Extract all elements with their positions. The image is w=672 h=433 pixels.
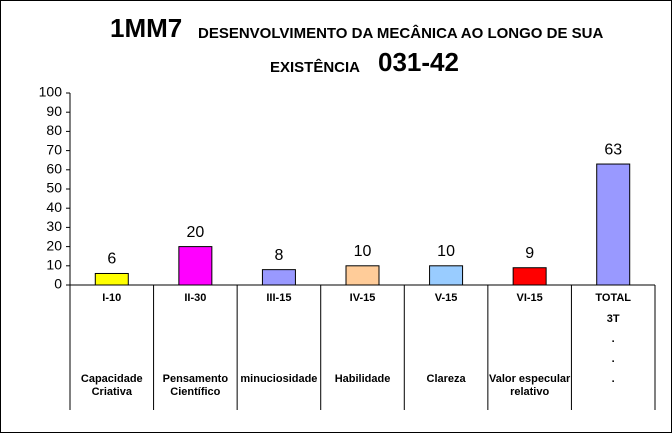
x-tick-label: TOTAL [595, 292, 631, 304]
x-tick-label: VI-15 [516, 292, 542, 304]
value-label: 6 [107, 251, 116, 268]
y-tick-label: 20 [46, 237, 62, 253]
chart-title: DESENVOLVIMENTO DA MECÂNICA AO LONGO DE … [198, 24, 603, 42]
chart-title: EXISTÊNCIA [270, 58, 360, 76]
category-description: . [612, 353, 615, 365]
x-tick-label: V-15 [435, 292, 458, 304]
category-description: Clareza [427, 373, 467, 385]
y-tick-label: 60 [46, 161, 62, 177]
y-tick-label: 90 [46, 103, 62, 119]
category-description: 3T [607, 313, 620, 325]
category-description: . [612, 373, 615, 385]
x-tick-label: I-10 [102, 292, 121, 304]
y-tick-label: 70 [46, 141, 62, 157]
y-tick-label: 0 [54, 276, 62, 292]
category-description: minuciosidade [240, 373, 317, 385]
bar [596, 163, 631, 286]
category-description: Valor especular [489, 373, 571, 385]
y-tick-label: 80 [46, 122, 62, 138]
chart-title: 1MM7 [110, 13, 182, 43]
value-label: 8 [274, 247, 283, 264]
category-description: relativo [510, 386, 549, 398]
value-label: 63 [604, 141, 622, 158]
category-description: Habilidade [335, 373, 391, 385]
x-tick-label: III-15 [266, 292, 291, 304]
value-label: 20 [186, 224, 204, 241]
bar [345, 265, 380, 286]
value-label: 9 [525, 245, 534, 262]
y-tick-label: 50 [46, 180, 62, 196]
category-description: Capacidade [81, 373, 143, 385]
chart-title: 031-42 [378, 47, 459, 77]
bar [94, 272, 129, 286]
value-label: 10 [437, 243, 455, 260]
y-tick-label: 10 [46, 257, 62, 273]
y-tick-label: 40 [46, 199, 62, 215]
bar [512, 267, 547, 286]
category-description: Criativa [92, 386, 133, 398]
bar [261, 269, 296, 286]
bar [178, 246, 213, 286]
category-description: Científico [170, 386, 220, 398]
value-label: 10 [354, 243, 372, 260]
bar [429, 265, 464, 286]
category-description: . [612, 333, 615, 345]
y-tick-label: 30 [46, 218, 62, 234]
x-tick-label: II-30 [184, 292, 206, 304]
category-description: Pensamento [163, 373, 229, 385]
x-tick-label: IV-15 [350, 292, 376, 304]
y-tick-label: 100 [39, 84, 63, 100]
